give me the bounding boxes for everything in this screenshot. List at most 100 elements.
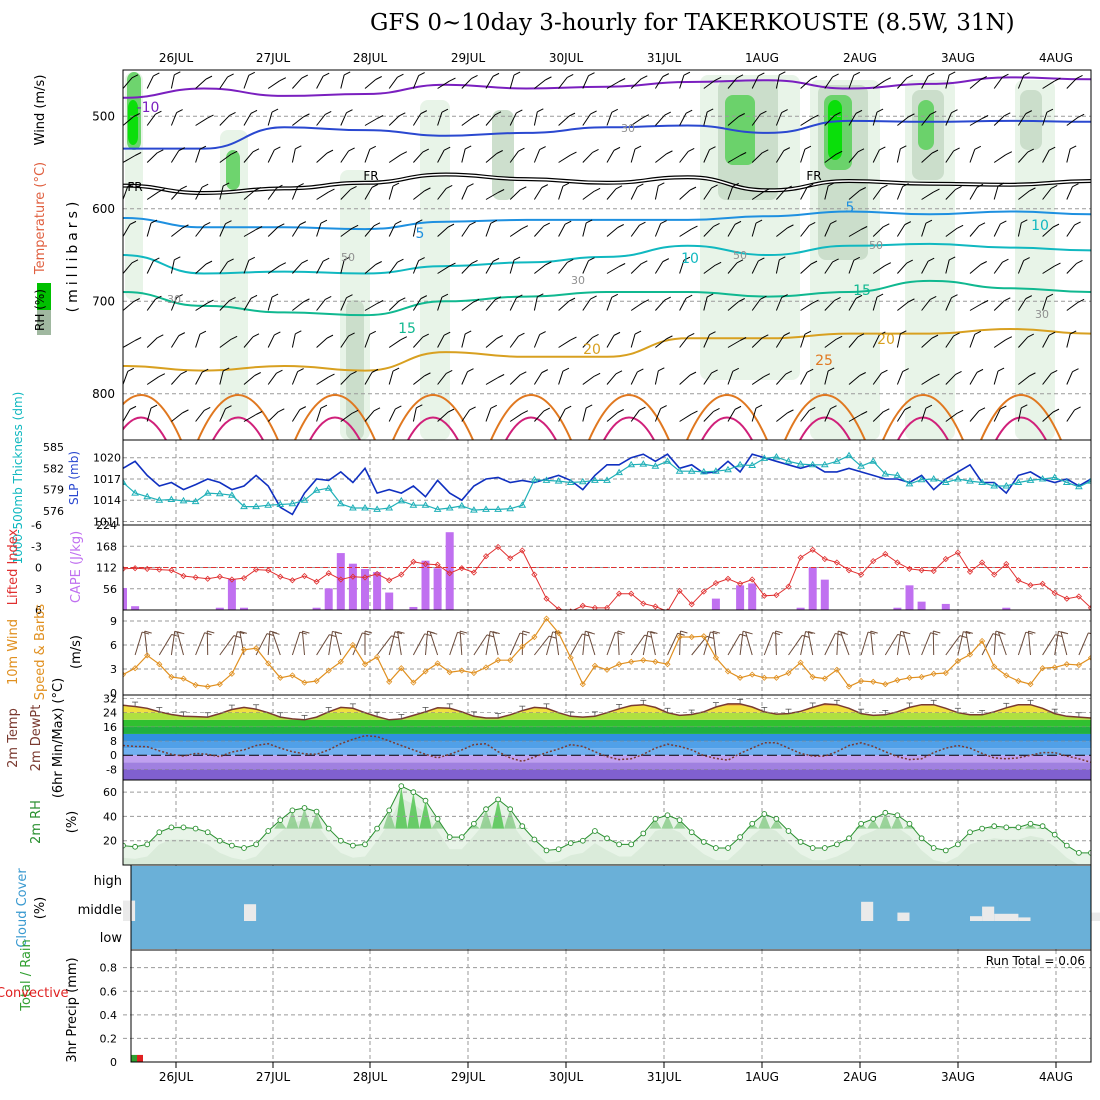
- wind-barb: [824, 408, 831, 422]
- wind-barb-flag: [835, 335, 843, 340]
- wind-barb: [267, 80, 281, 89]
- wind-barb: [582, 260, 589, 274]
- wind-barb-flag: [830, 405, 837, 410]
- wind-barb-flag: [320, 404, 328, 409]
- surface-wind-barb: [158, 634, 173, 656]
- wind-barb: [123, 186, 129, 200]
- wind-barb: [679, 228, 692, 237]
- wind-barb: [558, 115, 570, 126]
- wind-barb-flag: [129, 220, 137, 225]
- surface-wind-barb: [473, 634, 488, 656]
- wind-speed-point: [289, 672, 296, 679]
- isotherm-label: 10: [681, 251, 699, 267]
- thickness-point: [566, 478, 575, 485]
- wind-speed-point: [870, 678, 877, 685]
- wind-barb-flag: [664, 111, 671, 116]
- wind-barb-flag: [230, 150, 238, 155]
- thickness-point: [627, 460, 636, 468]
- date-label-top: 31JUL: [647, 51, 682, 65]
- cape-bar: [917, 601, 926, 610]
- wind-barb: [437, 297, 443, 311]
- thickness-point: [881, 470, 890, 477]
- rh-point: [531, 836, 538, 843]
- wind-barb-flag: [134, 337, 142, 341]
- wind-speed-point: [724, 668, 732, 675]
- wind-barb: [775, 150, 785, 163]
- wind-barb-flag: [376, 300, 384, 304]
- wind-barb: [775, 297, 783, 311]
- wind-barb-flag: [129, 405, 137, 410]
- rh-peak-fill: [867, 818, 880, 829]
- wind-barb: [848, 151, 859, 163]
- wind-speed-point: [616, 661, 623, 668]
- wind-barb: [364, 149, 371, 163]
- wind-barb: [340, 227, 353, 237]
- li-point: [676, 587, 683, 594]
- temp-color-band: [123, 769, 1091, 780]
- wind-barb-flag: [738, 298, 745, 302]
- wind-barb: [703, 334, 710, 348]
- wind-barb-flag: [931, 149, 939, 154]
- wind-barb: [412, 260, 420, 274]
- wind-barb: [776, 412, 788, 422]
- surface-wind-barb-flag: [522, 630, 530, 634]
- surface-wind-barb: [554, 631, 560, 656]
- rh-shading: [828, 100, 842, 160]
- wind-barb: [606, 266, 620, 274]
- wind-barb: [872, 187, 882, 200]
- precip-tick-label: 0.6: [100, 985, 118, 998]
- wind-barb-flag: [785, 185, 792, 190]
- ylabel-total-rain: Total / Rain: [19, 939, 34, 1012]
- wind-barb-flag: [158, 373, 166, 378]
- wind-speed-point: [240, 646, 248, 653]
- precip-tick-label: 0.2: [100, 1032, 118, 1045]
- surface-wind-barb: [840, 632, 850, 656]
- wind-barb-flag: [615, 185, 623, 190]
- wind-barb-flag: [422, 148, 429, 153]
- wind-barb: [509, 297, 517, 311]
- wind-barb: [413, 336, 424, 348]
- wind-barb-flag: [641, 75, 648, 80]
- wind-barb-flag: [420, 110, 428, 115]
- wind-barb-flag: [492, 72, 500, 77]
- rh-point: [773, 816, 780, 822]
- surface-wind-barb-flag: [1028, 630, 1036, 634]
- wind-barb-flag: [762, 149, 769, 154]
- wind-speed-point: [603, 666, 611, 673]
- wind-barb: [993, 408, 1001, 422]
- wind-barb-flag: [513, 71, 521, 76]
- wind-barb-flag: [906, 259, 913, 264]
- surface-wind-barb: [219, 635, 235, 656]
- precip-convective-bar: [137, 1054, 143, 1062]
- wind-barb-flag: [543, 407, 550, 412]
- wind-barb: [1090, 346, 1091, 348]
- wind-speed-point: [132, 665, 139, 672]
- wind-barb: [945, 150, 955, 163]
- rh-point: [870, 816, 877, 822]
- li-point: [821, 555, 828, 563]
- surface-wind-barb: [176, 631, 184, 656]
- thickness-point: [808, 460, 817, 468]
- wind-barb: [170, 150, 180, 163]
- wind-barb: [824, 300, 835, 311]
- wind-barb: [461, 263, 472, 274]
- isotherm-25-arc: [784, 394, 866, 440]
- rh-shading: [220, 130, 248, 420]
- wind-barb-flag: [1074, 221, 1081, 226]
- surface-wind-barb: [745, 631, 753, 656]
- wind-barb-flag: [732, 182, 740, 187]
- wind-barb-flag: [808, 222, 816, 226]
- wind-tick-label: 0: [110, 687, 117, 700]
- li-point: [168, 567, 175, 574]
- surface-wind-barb: [352, 632, 363, 656]
- wind-barb: [170, 112, 178, 126]
- wind-barb-flag: [876, 293, 884, 298]
- wind-barb: [897, 77, 908, 89]
- wind-barb-flag: [642, 299, 650, 304]
- wind-barb-flag: [301, 74, 308, 79]
- wind-speed-point: [277, 674, 284, 681]
- wind-barb: [872, 265, 886, 274]
- wind-barb-flag: [758, 72, 765, 77]
- wind-barb: [1090, 87, 1091, 89]
- wind-speed-point: [410, 679, 417, 686]
